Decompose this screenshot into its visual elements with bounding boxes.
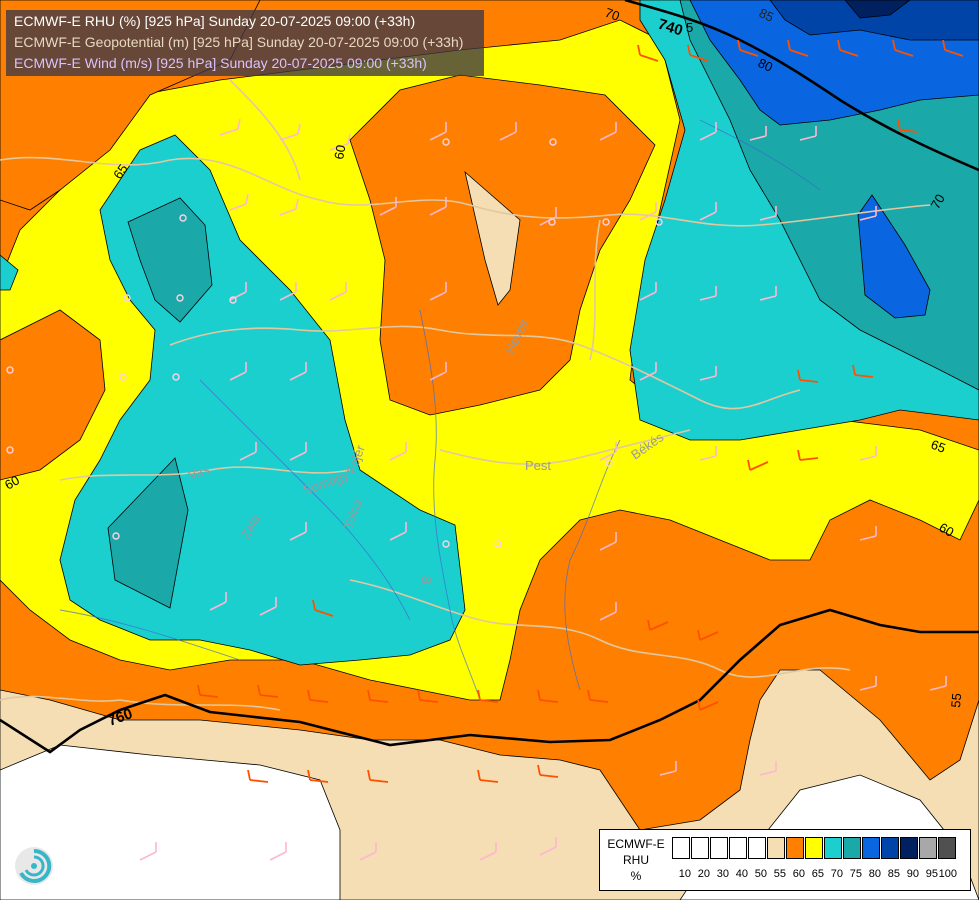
legend-swatch (881, 837, 899, 859)
rhu-60-area-west (0, 309, 106, 481)
contour-label-70a: 70 (603, 5, 622, 24)
legend-swatch (843, 837, 861, 859)
rhu-55-spot (464, 170, 521, 306)
contour-label-70b: 70 (928, 191, 948, 211)
legend-tick-label: 30 (716, 868, 729, 880)
legend-swatch (900, 837, 918, 859)
legend-tick-label: 90 (906, 868, 919, 880)
wind-barbs-strong (197, 39, 964, 783)
title-rhu: ECMWF-E RHU (%) [925 hPa] Sunday 20-07-2… (14, 13, 416, 29)
legend-tick-label: 20 (697, 868, 710, 880)
legend-tick-label: 60 (792, 868, 805, 880)
legend-swatch (919, 837, 937, 859)
contour-label-740: 740 (656, 16, 685, 40)
contour-label-60b: 60 (2, 472, 22, 492)
legend-title-variable: RHU (623, 853, 649, 867)
legend-title-model: ECMWF-E (607, 837, 665, 851)
legend-tick-label: 40 (735, 868, 748, 880)
legend-tick-label: 50 (754, 868, 767, 880)
legend-swatch (672, 837, 690, 859)
title-geopotential: ECMWF-E Geopotential (m) [925 hPa] Sunda… (14, 34, 464, 50)
legend-swatch (824, 837, 842, 859)
rhu-80-spot (857, 194, 931, 319)
legend-ticks: 10 20 30 40 50 55 60 65 70 75 80 85 90 95 100 (672, 868, 957, 880)
geopotential-contours (0, 0, 979, 754)
borders (0, 79, 931, 711)
color-legend: ECMWF-E RHU % 10 20 30 40 50 55 60 65 70 75 80 85 90… (599, 829, 971, 891)
legend-tick-label: 100 (938, 868, 957, 880)
place-label-vas: Vas (186, 461, 212, 483)
rhu-white-patch-sw (0, 744, 341, 900)
contour-label-5: 5 (686, 20, 693, 35)
title-panel: ECMWF-E RHU (%) [925 hPa] Sunday 20-07-2… (6, 10, 484, 76)
title-wind: ECMWF-E Wind (m/s) [925 hPa] Sunday 20-0… (14, 55, 427, 71)
contour-label-55: 55 (948, 693, 964, 709)
legend-tick-label: 95 (925, 868, 938, 880)
legend-swatch (729, 837, 747, 859)
contour-label-65b: 65 (929, 437, 948, 456)
contour-label-85: 85 (757, 5, 776, 25)
legend-swatch (805, 837, 823, 859)
legend-title-unit: % (630, 869, 642, 883)
wind-calm-circles (6, 138, 663, 548)
legend-tick-label: 55 (773, 868, 786, 880)
contour-label-60a: 60 (331, 144, 348, 161)
legend-tick-label: 70 (830, 868, 843, 880)
legend-tick-label: 65 (811, 868, 824, 880)
rhu-85-area-east (769, 0, 979, 41)
geopotential-760-line (0, 608, 979, 754)
legend-swatch (748, 837, 766, 859)
contour-label-65a: 65 (110, 161, 131, 181)
legend-tick-label: 85 (887, 868, 900, 880)
legend-swatch (767, 837, 785, 859)
legend-tick-label: 75 (849, 868, 862, 880)
rhu-75-patch-west-2 (107, 457, 189, 609)
legend-tick-label: 80 (868, 868, 881, 880)
legend-swatches (672, 837, 957, 859)
rhu-75-patch-west-1 (127, 197, 213, 323)
rhu-90-area-east (844, 0, 911, 19)
wind-barbs (139, 118, 947, 861)
place-label-pest: Pest (525, 458, 551, 473)
legend-title: ECMWF-E RHU % (600, 836, 672, 884)
legend-swatch (710, 837, 728, 859)
legend-swatch (862, 837, 880, 859)
geopotential-740-line (624, 0, 979, 172)
contour-label-60c: 60 (937, 520, 957, 540)
legend-swatch (938, 837, 956, 859)
legend-swatch (786, 837, 804, 859)
contour-label-80: 80 (756, 55, 775, 75)
place-label-baranya: B (418, 574, 434, 585)
ecmwf-logo-icon (15, 847, 53, 885)
legend-swatch (691, 837, 709, 859)
legend-tick-label: 10 (678, 868, 691, 880)
rhu-70-patch-edge (0, 254, 19, 291)
